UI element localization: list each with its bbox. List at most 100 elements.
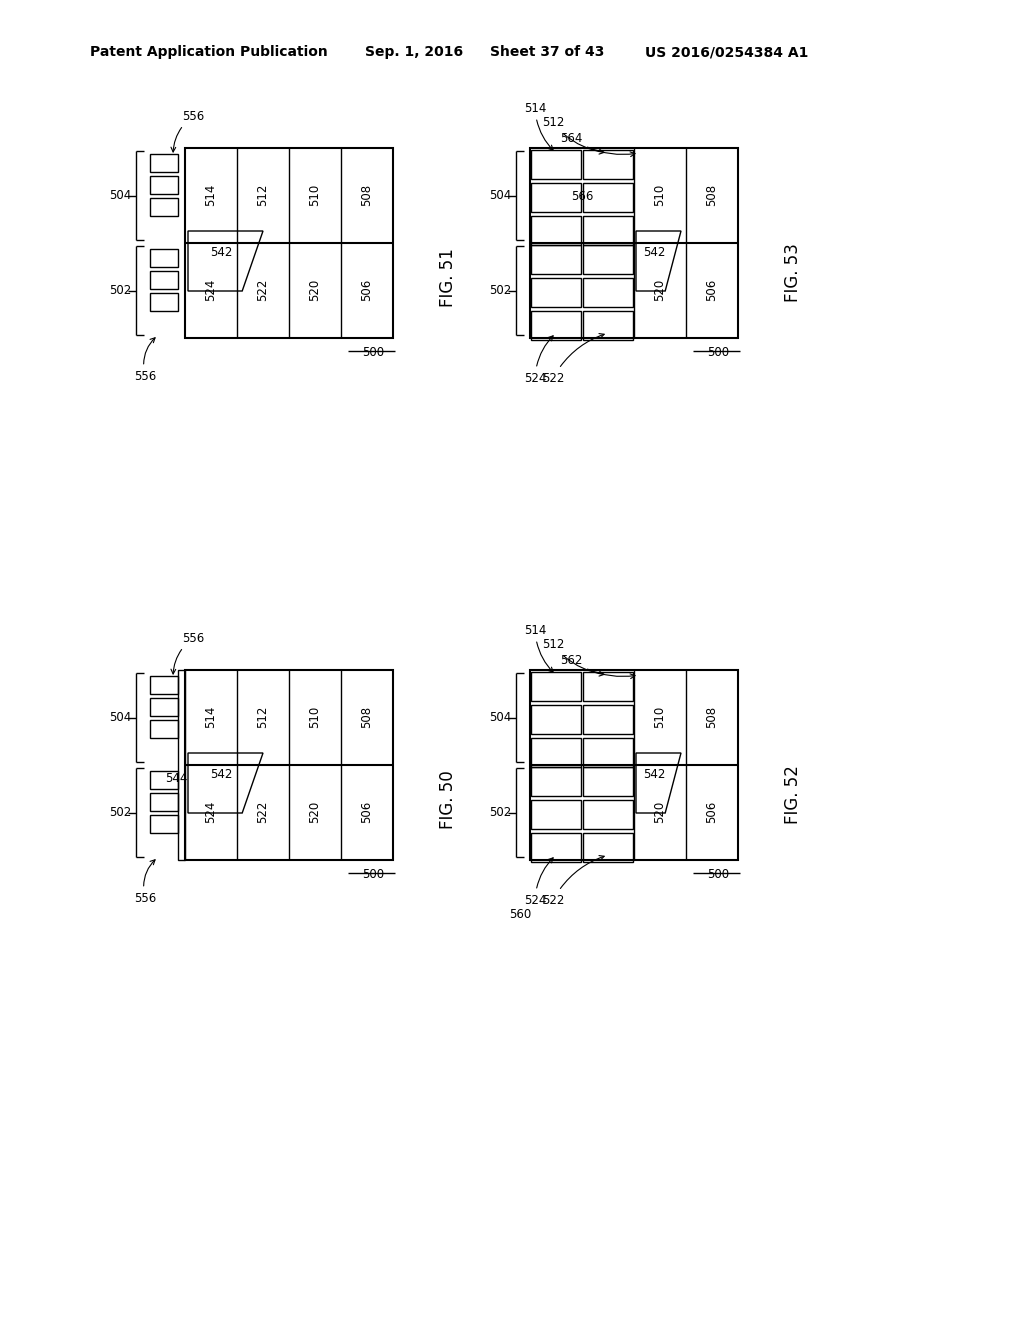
Text: 506: 506 xyxy=(706,279,719,301)
Text: 500: 500 xyxy=(707,346,729,359)
Text: 506: 506 xyxy=(360,801,374,824)
Bar xyxy=(583,833,633,862)
Bar xyxy=(583,279,633,308)
Bar xyxy=(150,154,178,172)
Text: 510: 510 xyxy=(308,183,322,206)
Text: 520: 520 xyxy=(653,801,667,824)
Bar xyxy=(185,671,393,861)
Text: 514: 514 xyxy=(205,183,217,206)
Bar xyxy=(531,833,581,862)
Text: 542: 542 xyxy=(210,247,232,260)
Bar xyxy=(530,671,738,861)
Text: 504: 504 xyxy=(488,711,511,723)
Bar xyxy=(583,183,633,213)
Text: 514: 514 xyxy=(205,706,217,729)
Bar xyxy=(150,771,178,789)
Text: 556: 556 xyxy=(171,631,204,675)
Text: Sep. 1, 2016: Sep. 1, 2016 xyxy=(365,45,463,59)
Bar xyxy=(150,676,178,694)
Text: 500: 500 xyxy=(361,867,384,880)
Text: 512: 512 xyxy=(542,639,604,676)
Text: 520: 520 xyxy=(653,279,667,301)
Bar xyxy=(150,698,178,715)
Bar xyxy=(150,176,178,194)
Text: 514: 514 xyxy=(524,102,553,150)
Text: 562: 562 xyxy=(560,653,635,678)
Text: 524: 524 xyxy=(205,279,217,301)
Bar xyxy=(150,198,178,216)
Text: 524: 524 xyxy=(524,335,553,384)
Text: FIG. 51: FIG. 51 xyxy=(439,248,457,308)
Text: 512: 512 xyxy=(542,116,604,154)
Text: 556: 556 xyxy=(134,859,156,904)
Text: 508: 508 xyxy=(360,706,374,729)
Text: 506: 506 xyxy=(360,279,374,301)
Bar xyxy=(531,312,581,341)
Text: 508: 508 xyxy=(360,183,374,206)
Bar xyxy=(531,800,581,829)
Text: 556: 556 xyxy=(171,110,204,152)
Bar xyxy=(531,279,581,308)
Text: 502: 502 xyxy=(109,284,131,297)
Text: 508: 508 xyxy=(706,183,719,206)
Text: 512: 512 xyxy=(256,706,269,729)
Bar xyxy=(583,672,633,701)
Bar xyxy=(583,246,633,275)
Text: 522: 522 xyxy=(256,801,269,824)
Bar xyxy=(583,150,633,180)
Bar xyxy=(583,216,633,246)
Text: FIG. 53: FIG. 53 xyxy=(784,244,802,302)
Bar xyxy=(531,705,581,734)
Text: 522: 522 xyxy=(542,334,604,384)
Bar xyxy=(531,672,581,701)
Text: 502: 502 xyxy=(109,807,131,818)
Text: US 2016/0254384 A1: US 2016/0254384 A1 xyxy=(645,45,808,59)
Bar xyxy=(150,249,178,267)
Text: FIG. 52: FIG. 52 xyxy=(784,766,802,825)
Text: 566: 566 xyxy=(570,190,593,202)
Text: 524: 524 xyxy=(524,858,553,907)
Bar xyxy=(531,216,581,246)
Text: 524: 524 xyxy=(205,801,217,824)
Text: 544: 544 xyxy=(165,771,187,784)
Bar xyxy=(531,246,581,275)
Text: 510: 510 xyxy=(653,706,667,729)
Text: Sheet 37 of 43: Sheet 37 of 43 xyxy=(490,45,604,59)
Text: 500: 500 xyxy=(707,867,729,880)
Text: 556: 556 xyxy=(134,338,156,383)
Bar xyxy=(150,719,178,738)
Text: 504: 504 xyxy=(109,711,131,723)
Text: 522: 522 xyxy=(256,279,269,301)
Bar xyxy=(178,671,185,861)
Text: 502: 502 xyxy=(488,807,511,818)
Text: 506: 506 xyxy=(706,801,719,824)
Bar xyxy=(150,271,178,289)
Bar xyxy=(531,738,581,767)
Bar xyxy=(531,150,581,180)
Text: 542: 542 xyxy=(643,768,666,781)
Bar xyxy=(583,312,633,341)
Bar xyxy=(150,793,178,810)
Bar xyxy=(531,183,581,213)
Text: 510: 510 xyxy=(653,183,667,206)
Bar xyxy=(150,814,178,833)
Bar xyxy=(530,148,738,338)
Bar xyxy=(583,705,633,734)
Bar xyxy=(583,738,633,767)
Text: 504: 504 xyxy=(109,189,131,202)
Bar xyxy=(150,293,178,312)
Text: 564: 564 xyxy=(560,132,635,157)
Text: FIG. 50: FIG. 50 xyxy=(439,771,457,829)
Bar xyxy=(583,800,633,829)
Text: 520: 520 xyxy=(308,279,322,301)
Bar xyxy=(583,767,633,796)
Text: Patent Application Publication: Patent Application Publication xyxy=(90,45,328,59)
Text: 560: 560 xyxy=(509,908,531,921)
Bar xyxy=(531,767,581,796)
Bar xyxy=(185,148,393,338)
Text: 522: 522 xyxy=(542,855,604,907)
Text: 502: 502 xyxy=(488,284,511,297)
Text: 512: 512 xyxy=(256,183,269,206)
Text: 510: 510 xyxy=(308,706,322,729)
Text: 504: 504 xyxy=(488,189,511,202)
